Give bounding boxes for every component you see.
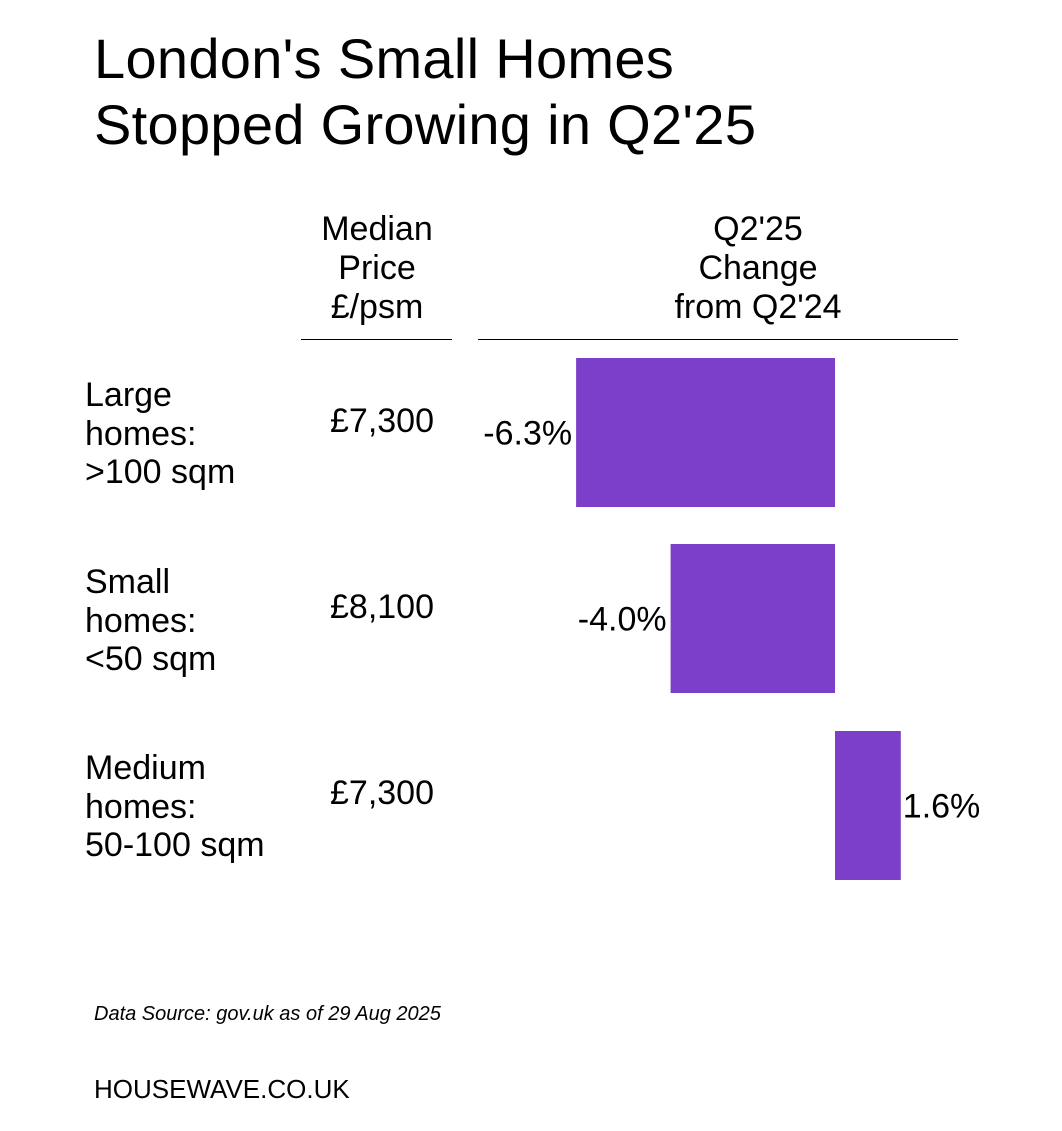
brand-footer: HOUSEWAVE.CO.UK xyxy=(94,1074,350,1104)
row-label-small-homes: Small homes: <50 sqm xyxy=(85,563,216,679)
data-source-note: Data Source: gov.uk as of 29 Aug 2025 xyxy=(94,1003,441,1025)
row-label-medium-homes: Medium homes: 50-100 sqm xyxy=(85,749,265,865)
price-large-homes: £7,300 xyxy=(330,402,434,440)
bar-value-label-small-homes: -4.0% xyxy=(578,601,667,639)
median-price-header-line-1: Median xyxy=(321,210,433,248)
median-price-header-line-3: £/psm xyxy=(330,288,424,326)
row-label-line: Large xyxy=(85,376,172,414)
chart-title-line-1: London's Small Homes xyxy=(94,27,675,90)
row-label-line: >100 sqm xyxy=(85,453,236,491)
change-header-divider xyxy=(478,339,958,340)
row-label-line: Medium xyxy=(85,749,206,787)
median-price-header-line-2: Price xyxy=(338,249,416,287)
bar-large-homes xyxy=(576,358,835,507)
row-label-large-homes: Large homes: >100 sqm xyxy=(85,376,235,492)
change-header: Q2'25 Change from Q2'24 xyxy=(560,210,956,327)
chart-title: London's Small Homes Stopped Growing in … xyxy=(94,26,756,158)
chart-title-line-2: Stopped Growing in Q2'25 xyxy=(94,93,757,156)
change-header-line-1: Q2'25 xyxy=(713,210,803,248)
bar-value-label-large-homes: -6.3% xyxy=(483,415,572,453)
row-label-line: homes: xyxy=(85,787,197,826)
change-header-line-2: Change xyxy=(698,249,818,287)
row-label-line: Small xyxy=(85,563,171,601)
price-medium-homes: £7,300 xyxy=(330,774,434,812)
row-label-line: homes: xyxy=(85,601,197,640)
price-small-homes: £8,100 xyxy=(330,588,434,626)
bar-small-homes xyxy=(670,544,835,693)
bar-medium-homes xyxy=(835,731,901,880)
median-price-header: Median Price £/psm xyxy=(300,210,454,327)
row-label-line: 50-100 sqm xyxy=(85,826,265,864)
row-label-line: homes: xyxy=(85,414,197,453)
change-header-line-3: from Q2'24 xyxy=(674,288,842,326)
price-header-divider xyxy=(301,339,452,340)
bar-value-label-medium-homes: 1.6% xyxy=(903,788,981,826)
row-label-line: <50 sqm xyxy=(85,640,217,678)
